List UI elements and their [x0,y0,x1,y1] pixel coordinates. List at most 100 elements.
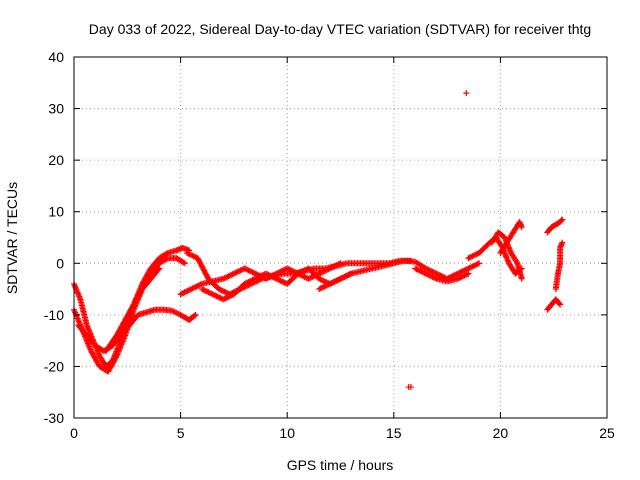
data-point [190,284,197,291]
data-point [330,278,337,285]
data-point [205,289,212,296]
data-point [183,249,190,256]
data-point [244,266,251,273]
data-point [193,283,200,290]
data-point [224,294,231,301]
data-point [407,384,414,391]
data-point [219,288,226,295]
data-point [246,268,253,275]
data-point [469,253,476,260]
data-point [200,286,207,293]
data-point [421,269,428,276]
data-point [181,260,188,267]
data-point [320,284,327,291]
data-point [276,277,283,284]
y-tick-label: -30 [44,410,64,426]
data-point [277,277,284,284]
data-point [217,295,224,302]
data-point [234,268,241,275]
data-point [190,253,197,260]
y-axis-label: SDTVAR / TECUs [4,182,20,294]
data-point [229,271,236,278]
data-point [559,216,566,223]
data-point [461,267,468,274]
data-point [418,268,425,275]
data-point [163,250,170,257]
data-point [254,274,261,281]
data-point [425,266,432,273]
data-point [112,354,119,361]
data-point [269,273,276,280]
data-point [425,271,432,278]
data-point [426,272,433,279]
data-point [206,289,213,296]
data-point [318,269,325,276]
x-tick-label: 5 [177,425,185,441]
data-point [422,265,429,272]
data-point [163,255,170,262]
data-point [250,276,257,283]
data-point [302,274,309,281]
data-points [71,90,566,391]
data-point [428,273,435,280]
data-point [180,289,187,296]
data-point [245,267,252,274]
data-point [328,280,335,287]
data-point [245,278,252,285]
data-point [344,272,351,279]
data-point [334,277,341,284]
data-point [316,275,323,282]
data-point [305,275,312,282]
data-point [465,255,472,262]
data-point [472,251,479,258]
data-point [468,264,475,271]
data-point [424,266,431,273]
data-point [210,291,217,298]
data-point [238,266,245,273]
data-point [225,273,232,280]
data-point [430,274,437,281]
data-point [306,275,313,282]
data-point [413,266,420,273]
data-point [232,269,239,276]
data-point [186,251,193,258]
data-point [274,276,281,283]
data-point [241,265,248,272]
data-point [252,270,259,277]
data-point [469,263,476,270]
data-point [273,275,280,282]
data-point [432,275,439,282]
data-point [414,266,421,273]
data-point [321,283,328,290]
data-point [192,284,199,291]
data-point [155,266,162,273]
data-point [457,274,464,281]
data-point [474,260,481,267]
data-point [476,260,483,267]
data-point [472,262,479,269]
x-tick-label: 0 [70,425,78,441]
y-tick-label: 30 [48,101,64,117]
data-point [265,271,272,278]
data-point [341,273,348,280]
data-point [458,268,465,275]
data-point [208,290,215,297]
data-point [209,291,216,298]
data-point [194,282,201,289]
data-point [182,288,189,295]
y-tick-label: 10 [48,204,64,220]
data-point [280,278,287,285]
data-point [466,254,473,261]
data-point [557,301,564,308]
data-point [473,261,480,268]
data-point [430,269,437,276]
data-point [456,269,463,276]
data-point [228,292,235,299]
chart-title: Day 033 of 2022, Sidereal Day-to-day VTE… [89,21,591,37]
y-tick-label: 0 [56,255,64,271]
data-point [230,270,237,277]
data-point [518,275,525,282]
data-point [298,268,305,275]
data-point [242,266,249,273]
data-point [185,250,192,257]
